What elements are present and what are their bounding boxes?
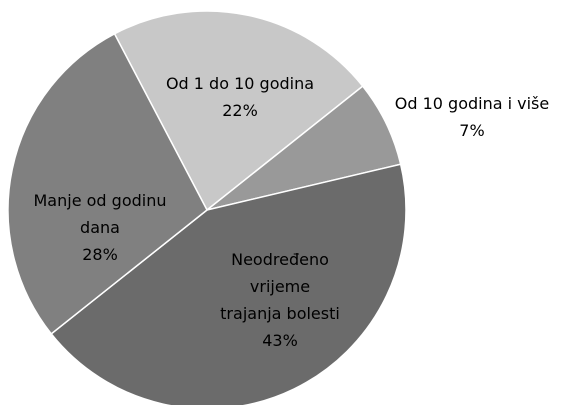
category-label: Od 1 do 10 godina (165, 74, 315, 93)
value-label: 22% (222, 101, 258, 120)
slice-label: Manje od godinu dana 28% (0, 187, 200, 268)
value-label: 43% (262, 331, 298, 350)
category-label: Manje od godinu dana (33, 191, 167, 237)
pie-slice (7, 32, 208, 335)
slice-label: Neodređeno vrijeme trajanja bolesti 43% (180, 246, 380, 354)
category-label: Neodređeno vrijeme trajanja bolesti (220, 250, 340, 323)
pie-slice (50, 163, 407, 405)
category-label: Od 10 godina i više (394, 94, 550, 113)
slice-label: Od 10 godina i više 7% (372, 90, 562, 144)
pie-slice (113, 10, 364, 212)
value-label: 28% (82, 245, 118, 264)
slice-label: Od 1 do 10 godina 22% (140, 70, 340, 124)
value-label: 7% (459, 121, 485, 140)
